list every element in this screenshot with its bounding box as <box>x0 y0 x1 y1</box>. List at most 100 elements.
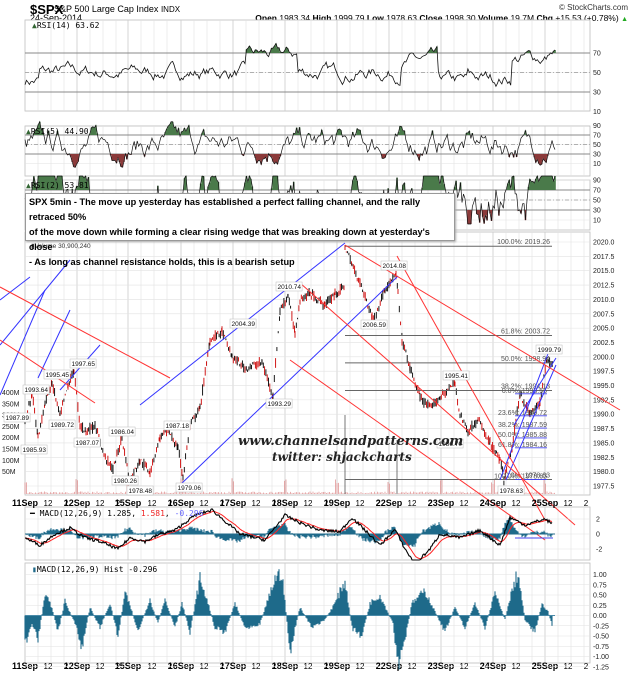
security-title: S&P 500 Large Cap Index <box>54 4 159 14</box>
open-value: 1983.34 <box>279 13 311 23</box>
high-value: 1999.79 <box>333 13 365 23</box>
svg-text:1997.5: 1997.5 <box>593 369 615 376</box>
svg-text:1995.45: 1995.45 <box>46 372 70 379</box>
svg-text:2004.39: 2004.39 <box>232 321 256 328</box>
svg-text:30: 30 <box>593 90 601 97</box>
svg-text:12: 12 <box>304 499 313 508</box>
svg-text:18Sep: 18Sep <box>272 498 299 508</box>
svg-text:70: 70 <box>593 133 601 140</box>
svg-text:23Sep: 23Sep <box>428 498 455 508</box>
svg-text:2015.0: 2015.0 <box>593 268 615 275</box>
svg-text:2002.5: 2002.5 <box>593 340 615 347</box>
svg-text:1987.07: 1987.07 <box>76 440 100 447</box>
svg-text:12: 12 <box>564 499 573 508</box>
svg-text:61.8%: 1984.16: 61.8%: 1984.16 <box>498 442 547 449</box>
svg-text:50.0%: 1998.94: 50.0%: 1998.94 <box>501 356 550 363</box>
svg-text:38.2%: 1987.59: 38.2%: 1987.59 <box>498 422 547 429</box>
copyright: © StockCharts.com <box>558 3 628 12</box>
hist-label: ▮MACD(12,26,9) Hist -0.296 <box>32 565 157 574</box>
svg-text:17Sep: 17Sep <box>220 661 247 671</box>
svg-text:2: 2 <box>376 499 381 508</box>
annotation-line-3: - As long as channel resistance holds, t… <box>29 257 295 267</box>
security-name: S&P 500 Large Cap Index INDX <box>54 4 180 14</box>
up-arrow-icon: ▲ <box>621 16 628 23</box>
svg-text:50.0%: 1985.88: 50.0%: 1985.88 <box>498 432 547 439</box>
svg-text:2: 2 <box>324 499 329 508</box>
svg-text:-2: -2 <box>596 547 602 554</box>
candlesticks <box>24 244 553 486</box>
svg-text:-1.25: -1.25 <box>593 664 609 671</box>
svg-text:1992.5: 1992.5 <box>593 397 615 404</box>
svg-text:12: 12 <box>252 499 261 508</box>
svg-text:12: 12 <box>96 499 105 508</box>
rsi14-label-text: RSI(14) 63.62 <box>36 21 100 30</box>
svg-text:0: 0 <box>596 532 600 539</box>
low-label: Low <box>366 13 384 23</box>
svg-text:61.8%: 2003.72: 61.8%: 2003.72 <box>501 328 550 335</box>
svg-text:2000.0: 2000.0 <box>593 354 615 361</box>
svg-text:90: 90 <box>593 178 601 185</box>
exchange: INDX <box>160 5 181 14</box>
svg-text:11Sep: 11Sep <box>12 661 39 671</box>
svg-text:12: 12 <box>408 499 417 508</box>
macd-label-prefix: MACD(12,26,9) <box>39 509 103 518</box>
signal-value: 1.581 <box>140 509 165 518</box>
svg-text:2006.59: 2006.59 <box>363 322 387 329</box>
volume-icon: ▮ <box>31 243 35 250</box>
svg-text:50: 50 <box>593 142 601 149</box>
volume-value: 19.7M <box>510 13 535 23</box>
high-label: High <box>312 13 332 23</box>
svg-text:0.25: 0.25 <box>593 603 607 610</box>
svg-text:2: 2 <box>220 499 225 508</box>
svg-text:24Sep: 24Sep <box>480 498 507 508</box>
svg-text:2007.5: 2007.5 <box>593 311 615 318</box>
svg-text:10: 10 <box>593 109 601 116</box>
hist-label-text: MACD(12,26,9) Hist -0.296 <box>36 565 158 574</box>
hist-bars <box>24 569 553 670</box>
rsi2-label: ▲RSI(2) 53.81 <box>26 181 89 190</box>
svg-text:70: 70 <box>593 51 601 58</box>
svg-text:2: 2 <box>584 499 589 508</box>
svg-text:2: 2 <box>168 499 173 508</box>
svg-text:50: 50 <box>593 70 601 77</box>
svg-text:1989.72: 1989.72 <box>51 422 75 429</box>
annotation-line-1: SPX 5min - The move up yesterday has est… <box>29 197 421 222</box>
rsi2-label-text: RSI(2) 53.81 <box>30 181 89 190</box>
svg-text:19Sep: 19Sep <box>324 498 351 508</box>
svg-text:150M: 150M <box>2 447 20 454</box>
legend-line-icon: ━ <box>30 509 40 518</box>
histogram-icon: ▮ <box>32 565 37 574</box>
hist-value: -0.296 <box>174 509 204 518</box>
close-label: Close <box>419 13 443 23</box>
svg-text:17Sep: 17Sep <box>220 498 247 508</box>
volume-label-text: Volume 30,900,240 <box>34 243 91 250</box>
svg-text:1999.79: 1999.79 <box>538 347 562 354</box>
change-label: Chg <box>536 13 553 23</box>
svg-text:1985.0: 1985.0 <box>593 440 615 447</box>
svg-text:2: 2 <box>116 499 121 508</box>
svg-text:19Sep: 19Sep <box>324 661 351 671</box>
svg-text:24Sep: 24Sep <box>480 661 507 671</box>
macd-value: 1.285 <box>107 509 132 518</box>
annotation-line-2: of the move down while forming a clear r… <box>29 227 430 252</box>
rsi14-panel <box>24 19 591 112</box>
svg-text:0.75: 0.75 <box>593 582 607 589</box>
svg-text:12Sep: 12Sep <box>64 661 91 671</box>
svg-text:2: 2 <box>480 499 485 508</box>
svg-text:1978.63: 1978.63 <box>500 488 524 495</box>
svg-text:23.6%: 1989.72: 23.6%: 1989.72 <box>498 410 547 417</box>
svg-text:2014.08: 2014.08 <box>383 263 407 270</box>
svg-text:2010.0: 2010.0 <box>593 297 615 304</box>
svg-text:-0.75: -0.75 <box>593 644 609 651</box>
close-value: 1998.30 <box>444 13 476 23</box>
svg-text:22Sep: 22Sep <box>376 498 403 508</box>
svg-text:1987.18: 1987.18 <box>166 423 190 430</box>
svg-text:70: 70 <box>593 188 601 195</box>
svg-text:-0.50: -0.50 <box>593 634 609 641</box>
svg-text:1979.06: 1979.06 <box>178 485 202 492</box>
svg-text:0.00: 0.00 <box>593 613 607 620</box>
rsi14-label: ▲RSI(14) 63.62 <box>32 21 99 30</box>
ohlc-summary: Open 1983.34 High 1999.79 Low 1978.63 Cl… <box>255 13 628 23</box>
svg-text:350M: 350M <box>2 401 20 408</box>
